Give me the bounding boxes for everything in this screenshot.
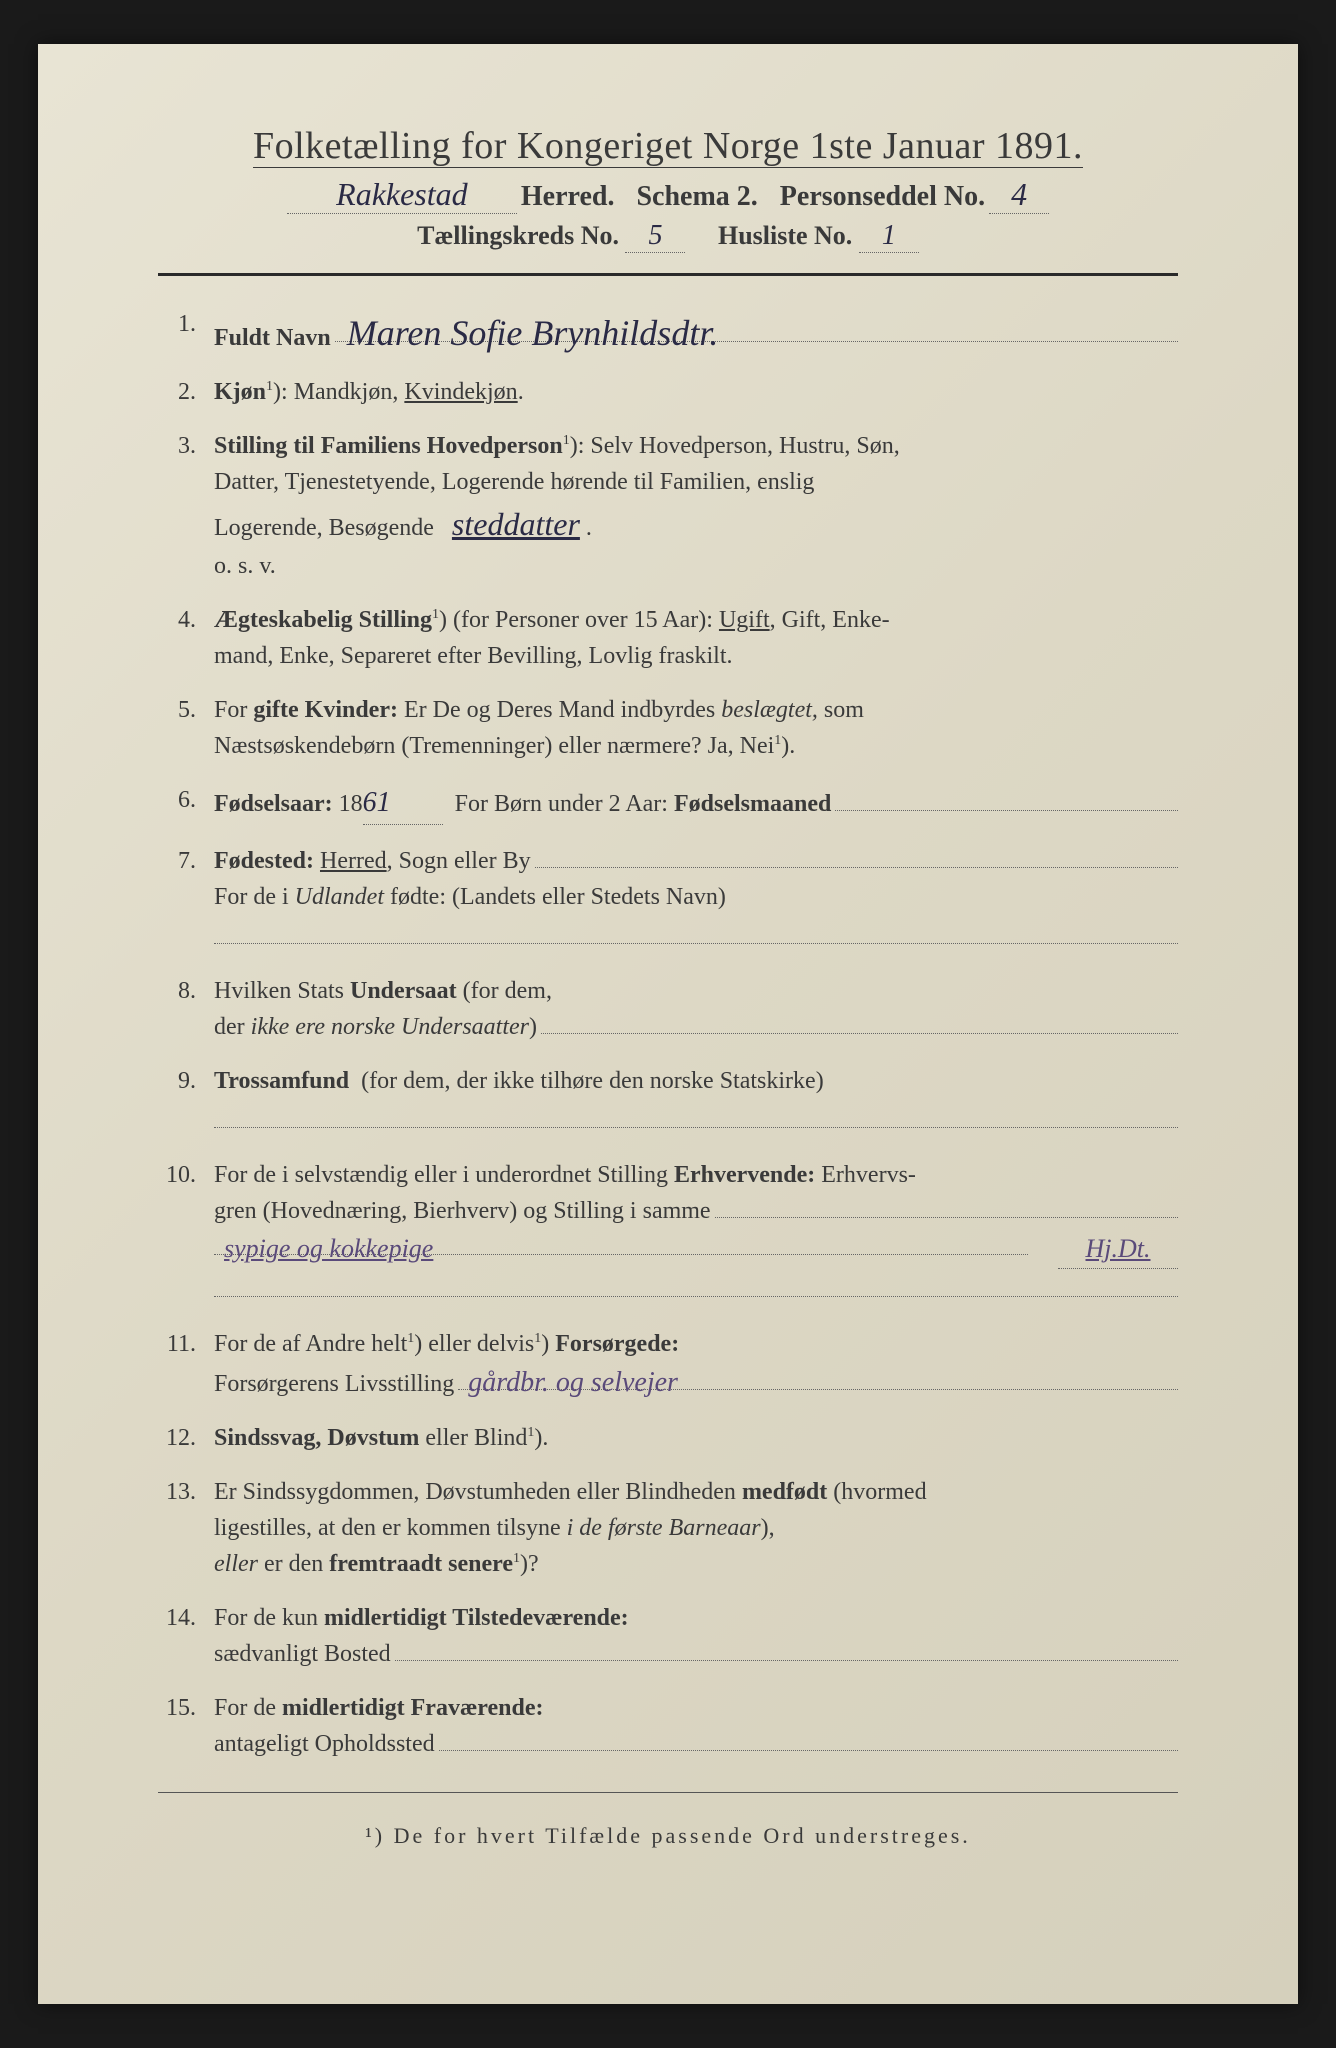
item-8-label: Undersaat [350,978,457,1004]
header-rule [158,273,1178,276]
item-13-label2: fremtraadt senere [329,1551,513,1577]
item-2: 2. Kjøn1): Mandkjøn, Kvindekjøn. [158,374,1178,410]
item-6-label: Fødselsaar: [214,786,333,822]
item-6: 6. Fødselsaar: 1861 For Børn under 2 Aar… [158,782,1178,825]
item-13: 13. Er Sindssygdommen, Døvstumheden elle… [158,1474,1178,1582]
item-11: 11. For de af Andre helt1) eller delvis1… [158,1326,1178,1402]
personseddel-value: 4 [989,176,1049,214]
census-form-page: Folketælling for Kongeriget Norge 1ste J… [38,44,1298,2004]
page-title: Folketælling for Kongeriget Norge 1ste J… [158,124,1178,168]
herred-value: Rakkestad [287,176,517,214]
item-2-option-m: Mandkjøn, [294,379,399,405]
item-1-label: Fuldt Navn [214,320,331,356]
item-1: 1. Fuldt Navn Maren Sofie Brynhildsdtr. [158,306,1178,356]
item-10: 10. For de i selvstændig eller i underor… [158,1157,1178,1309]
item-12: 12. Sindssvag, Døvstum eller Blind1). [158,1420,1178,1456]
item-11-value: gårdbr. og selvejer [458,1362,1178,1390]
item-15-label: midlertidigt Fraværende: [282,1695,544,1721]
item-14-label: midlertidigt Tilstedeværende: [324,1605,629,1631]
footnote-rule [158,1792,1178,1793]
item-11-label: Forsørgede: [555,1331,679,1357]
husliste-label: Husliste No. [718,221,852,250]
kreds-label: Tællingskreds No. [417,221,619,250]
item-1-value: Maren Sofie Brynhildsdtr. [335,306,1178,342]
item-7-label: Fødested: [214,843,314,879]
item-12-label: Sindssvag, Døvstum [214,1425,419,1451]
item-3-label: Stilling til Familiens Hovedperson [214,433,563,459]
husliste-value: 1 [859,220,919,253]
item-9-label: Trossamfund [214,1068,349,1094]
item-10-value: sypige og kokkepige [214,1229,1028,1255]
item-3-value: steddatter [452,506,580,542]
header-line-2: Tællingskreds No. 5 Husliste No. 1 [158,220,1178,253]
item-6-label2: Fødselsmaaned [674,786,831,822]
footnote-text: De for hvert Tilfælde passende Ord under… [394,1823,971,1848]
item-5: 5. For gifte Kvinder: Er De og Deres Man… [158,692,1178,764]
herred-label: Herred. [521,181,615,213]
item-4-selected: Ugift [719,607,770,633]
header-line-1: Rakkestad Herred. Schema 2. Personseddel… [158,176,1178,214]
item-9: 9. Trossamfund (for dem, der ikke tilhør… [158,1063,1178,1139]
item-8: 8. Hvilken Stats Undersaat (for dem, der… [158,973,1178,1045]
item-14: 14. For de kun midlertidigt Tilstedevære… [158,1600,1178,1672]
item-7: 7. Fødested: Herred, Sogn eller By For d… [158,843,1178,955]
item-6-year: 61 [363,782,443,825]
item-3: 3. Stilling til Familiens Hovedperson1):… [158,428,1178,584]
item-10-label: Erhvervende: [674,1162,815,1188]
item-13-label1: medfødt [742,1479,827,1505]
kreds-value: 5 [625,220,685,253]
item-15: 15. For de midlertidigt Fraværende: anta… [158,1690,1178,1762]
footnote-marker: ¹) [365,1823,385,1848]
item-7-selected: Herred [320,843,387,879]
item-2-option-k: Kvindekjøn [404,379,517,405]
item-5-label: gifte Kvinder: [253,697,398,723]
item-4: 4. Ægteskabelig Stilling1) (for Personer… [158,602,1178,674]
footnote: ¹) De for hvert Tilfælde passende Ord un… [158,1823,1178,1849]
item-10-annotation: Hj.Dt. [1058,1229,1178,1269]
item-4-label: Ægteskabelig Stilling [214,607,432,633]
schema-label: Schema 2. [636,181,757,213]
personseddel-label: Personseddel No. [780,181,985,213]
item-2-label: Kjøn [214,379,266,405]
